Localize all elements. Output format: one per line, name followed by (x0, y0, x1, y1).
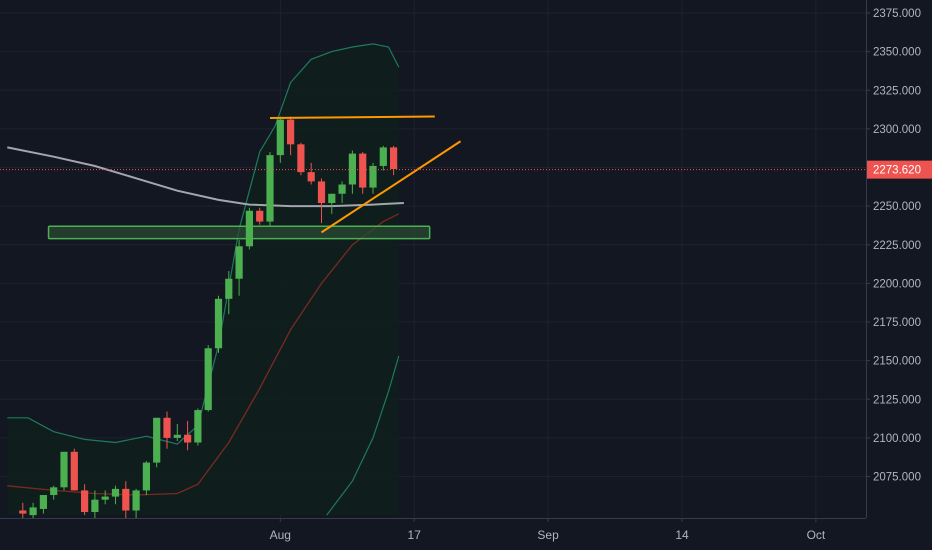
candle-body (174, 435, 181, 438)
time-scale-bg (0, 518, 866, 550)
candle (153, 418, 160, 467)
candle (194, 409, 201, 446)
candle-body (246, 211, 253, 247)
candle-body (287, 120, 294, 145)
current-price-tag: 2273.620 (867, 161, 932, 179)
candle-body (194, 410, 201, 442)
price-tick-label: 2150.000 (873, 356, 921, 368)
price-tick-label: 2075.000 (873, 472, 921, 484)
candle (266, 152, 273, 226)
price-scale-bg (866, 0, 932, 550)
price-tick-label: 2375.000 (873, 8, 921, 20)
candle-body (133, 490, 140, 510)
time-scale[interactable]: Aug17Sep14Oct12 (0, 518, 932, 550)
candle-body (122, 489, 129, 511)
price-tick-label: 2100.000 (873, 433, 921, 445)
candle (71, 449, 78, 491)
candle-body (19, 510, 26, 513)
price-tick-label: 2225.000 (873, 240, 921, 252)
candle-body (215, 299, 222, 348)
candle-body (328, 194, 335, 203)
time-tick-label: Oct (807, 528, 826, 542)
candle (215, 296, 222, 353)
candle (246, 208, 253, 250)
time-tick-label: Aug (270, 528, 291, 542)
candle-body (60, 452, 67, 488)
time-tick-label: 14 (675, 528, 689, 542)
price-tick-label: 2125.000 (873, 394, 921, 406)
price-tick-label: 2300.000 (873, 124, 921, 136)
price-tick-label: 2200.000 (873, 278, 921, 290)
candle-body (91, 500, 98, 512)
candle-body (71, 452, 78, 491)
candle-body (390, 147, 397, 169)
candle-body (112, 489, 119, 497)
candle-body (102, 497, 109, 500)
candle-body (266, 155, 273, 221)
candle-body (380, 147, 387, 166)
candle-body (50, 487, 57, 495)
candle (143, 461, 150, 495)
support-zone-rect[interactable] (49, 226, 430, 238)
candle-body (349, 154, 356, 185)
candle-body (225, 279, 232, 299)
candle-body (143, 463, 150, 491)
time-tick-label: 17 (408, 528, 422, 542)
candle-body (81, 490, 88, 512)
candle (297, 143, 304, 175)
candle-body (163, 418, 170, 438)
candle-body (318, 181, 325, 203)
candle-body (153, 418, 160, 463)
candle (60, 452, 67, 491)
price-tick-label: 2175.000 (873, 317, 921, 329)
price-tick-label: 2350.000 (873, 47, 921, 59)
candle-body (339, 184, 346, 193)
candle (359, 152, 366, 194)
price-scale[interactable]: 2375.0002350.0002325.0002300.0002275.000… (866, 0, 932, 550)
support-zone-layer[interactable] (49, 226, 430, 238)
price-tick-label: 2325.000 (873, 85, 921, 97)
candle-body (277, 120, 284, 156)
candle-body (308, 172, 315, 181)
price-tick-label: 2250.000 (873, 201, 921, 213)
candle-body (297, 144, 304, 172)
candle-body (359, 154, 366, 188)
candle (205, 345, 212, 411)
current-price-label: 2273.620 (873, 165, 921, 177)
candle-body (205, 348, 212, 410)
candle-body (184, 435, 191, 443)
time-tick-label: Sep (537, 528, 559, 542)
candle-body (236, 246, 243, 278)
candle-body (40, 495, 47, 509)
candle-body (256, 211, 263, 222)
candle-body (30, 507, 37, 515)
